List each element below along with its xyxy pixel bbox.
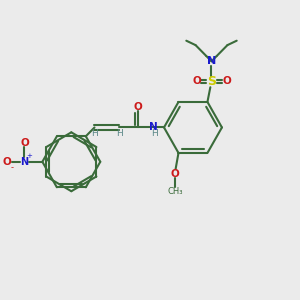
Text: O: O bbox=[222, 76, 231, 86]
Text: N: N bbox=[207, 56, 216, 66]
Text: S: S bbox=[207, 75, 216, 88]
Text: N: N bbox=[149, 122, 158, 132]
Text: CH₃: CH₃ bbox=[167, 187, 183, 196]
Text: H: H bbox=[116, 129, 122, 138]
Text: O: O bbox=[192, 76, 201, 86]
Text: +: + bbox=[26, 153, 32, 159]
Text: H: H bbox=[91, 129, 98, 138]
Text: H: H bbox=[151, 129, 158, 138]
Text: O: O bbox=[171, 169, 179, 179]
Text: -: - bbox=[11, 163, 14, 172]
Text: O: O bbox=[3, 157, 11, 167]
Text: O: O bbox=[134, 102, 142, 112]
Text: O: O bbox=[20, 138, 29, 148]
Text: N: N bbox=[20, 157, 28, 167]
